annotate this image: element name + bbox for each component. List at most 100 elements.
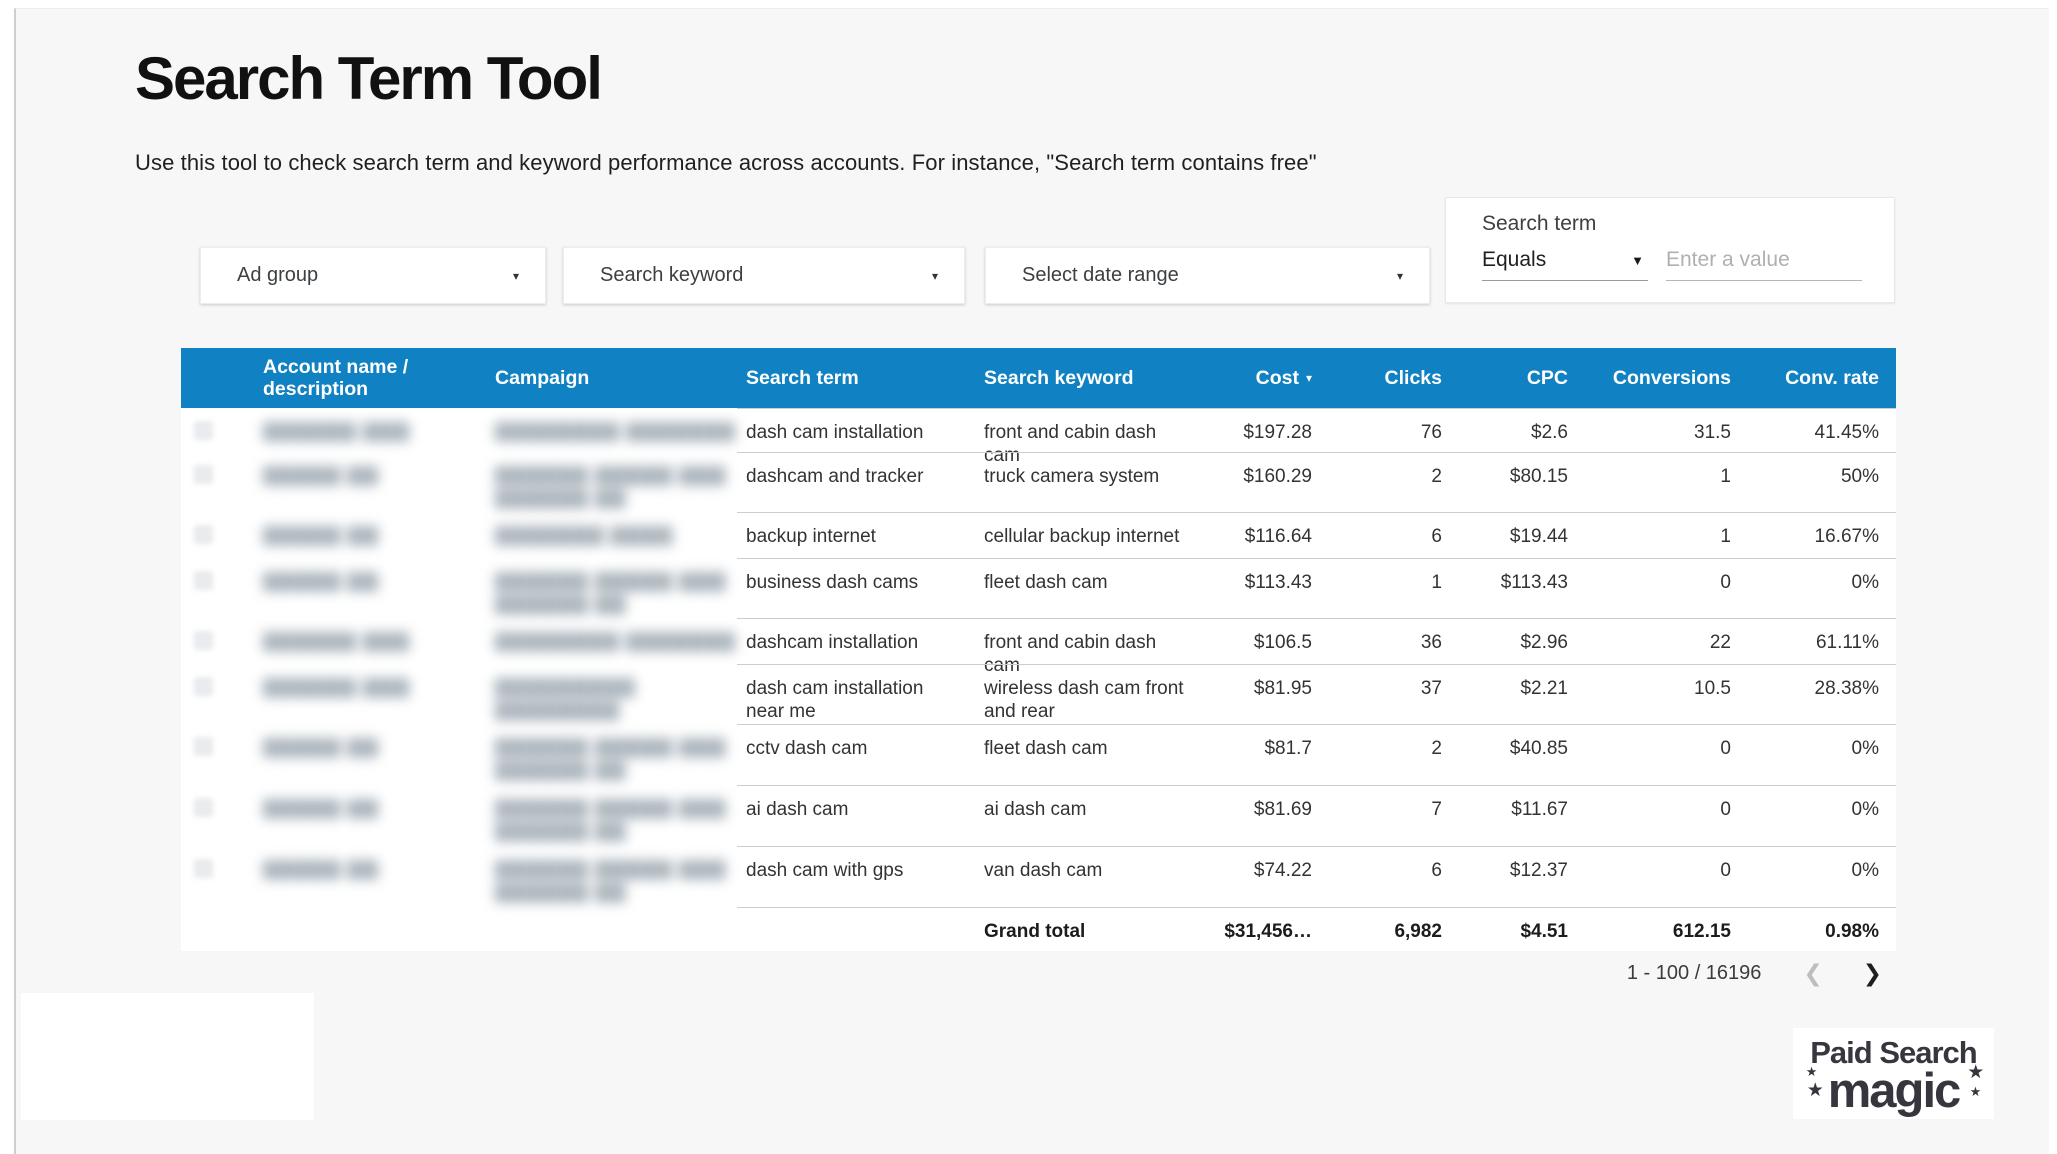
search-term-cell: cctv dash cam <box>737 724 975 785</box>
row-checkbox[interactable] <box>195 422 212 439</box>
next-page-icon[interactable]: ❯ <box>1862 959 1882 986</box>
account-name-redacted: ▇▇▇▇▇ ▇▇ <box>263 571 379 592</box>
column-header-conv-rate[interactable]: Conv. rate <box>1785 366 1879 389</box>
conv-rate-cell: 0% <box>1731 846 1896 907</box>
chevron-down-icon: ▼ <box>1631 252 1644 268</box>
conv-rate-cell: 0% <box>1731 724 1896 785</box>
account-name-redacted: ▇▇▇▇▇▇ ▇▇▇ <box>263 421 410 442</box>
column-header-account[interactable]: Account name / description <box>263 355 409 400</box>
clicks-cell: 1 <box>1312 558 1442 618</box>
search-keyword-cell: ai dash cam <box>975 785 1220 846</box>
table-row: ▇▇▇▇▇▇ ▇▇▇ ▇▇▇▇▇▇▇▇ ▇▇▇▇▇▇▇ dashcam inst… <box>181 618 1896 676</box>
conversions-cell: 0 <box>1568 785 1731 846</box>
previous-page-icon[interactable]: ❮ <box>1803 959 1823 986</box>
column-header-search-keyword[interactable]: Search keyword <box>984 366 1134 389</box>
cost-header-label: Cost <box>1255 366 1299 389</box>
star-icon: ★ <box>1806 1080 1824 1101</box>
row-checkbox[interactable] <box>195 526 212 543</box>
operator-select[interactable]: Equals ▼ <box>1482 248 1648 281</box>
cost-cell: $116.64 <box>1220 512 1312 558</box>
cpc-cell: $80.15 <box>1442 452 1568 512</box>
date-range-dropdown[interactable]: Select date range ▾ <box>985 247 1430 304</box>
table-row: ▇▇▇▇▇ ▇▇ ▇▇▇▇▇▇▇ ▇▇▇▇ backup internet ce… <box>181 512 1896 558</box>
table-row: ▇▇▇▇▇ ▇▇ ▇▇▇▇▇▇ ▇▇▇▇▇ ▇▇▇ ▇▇▇▇▇▇ ▇▇ cctv… <box>181 724 1896 785</box>
account-name-redacted: ▇▇▇▇▇▇ ▇▇▇ <box>263 677 410 698</box>
campaign-redacted: ▇▇▇▇▇▇ ▇▇▇▇▇ ▇▇▇ ▇▇▇▇▇▇ ▇▇ <box>495 571 727 616</box>
table-row: ▇▇▇▇▇▇ ▇▇▇ ▇▇▇▇▇▇▇▇▇ ▇▇▇▇▇▇▇▇ dash cam i… <box>181 664 1896 724</box>
conv-rate-cell: 16.67% <box>1731 512 1896 558</box>
search-keyword-cell: truck camera system <box>975 452 1220 512</box>
cost-cell: $160.29 <box>1220 452 1312 512</box>
search-term-value-input[interactable] <box>1666 248 1862 281</box>
row-checkbox[interactable] <box>195 678 212 695</box>
conversions-cell: 1 <box>1568 512 1731 558</box>
page-subtitle: Use this tool to check search term and k… <box>135 150 1317 175</box>
ad-group-dropdown-label: Ad group <box>237 264 319 286</box>
column-header-clicks[interactable]: Clicks <box>1384 366 1442 389</box>
clicks-cell: 76 <box>1312 408 1442 467</box>
cpc-cell: $12.37 <box>1442 846 1568 907</box>
ad-group-dropdown[interactable]: Ad group ▾ <box>200 247 546 304</box>
cpc-cell: $113.43 <box>1442 558 1568 618</box>
star-icon: ★ <box>1967 1062 1984 1083</box>
search-term-cell: dashcam installation <box>737 618 975 677</box>
operator-value: Equals <box>1482 248 1547 271</box>
account-name-redacted: ▇▇▇▇▇ ▇▇ <box>263 465 379 486</box>
row-checkbox[interactable] <box>195 860 212 877</box>
column-header-conversions[interactable]: Conversions <box>1612 366 1731 389</box>
campaign-redacted: ▇▇▇▇▇▇ ▇▇▇▇▇ ▇▇▇ ▇▇▇▇▇▇ ▇▇ <box>495 737 727 782</box>
chevron-down-icon: ▾ <box>1396 268 1403 283</box>
pagination-range: 1 - 100 / 16196 <box>1626 961 1762 984</box>
conversions-cell: 22 <box>1568 618 1731 677</box>
campaign-redacted: ▇▇▇▇▇▇ ▇▇▇▇▇ ▇▇▇ ▇▇▇▇▇▇ ▇▇ <box>495 465 727 510</box>
table-row: ▇▇▇▇▇ ▇▇ ▇▇▇▇▇▇ ▇▇▇▇▇ ▇▇▇ ▇▇▇▇▇▇ ▇▇ dash… <box>181 846 1896 907</box>
account-name-redacted: ▇▇▇▇▇ ▇▇ <box>263 525 379 546</box>
sort-desc-icon: ▾ <box>1305 371 1312 386</box>
row-checkbox[interactable] <box>195 572 212 589</box>
search-keyword-cell: fleet dash cam <box>975 558 1220 618</box>
clicks-cell: 6 <box>1312 846 1442 907</box>
row-checkbox[interactable] <box>195 632 212 649</box>
conv-rate-cell: 0% <box>1731 785 1896 846</box>
clicks-cell: 2 <box>1312 724 1442 785</box>
conv-rate-cell: 41.45% <box>1731 408 1896 467</box>
column-header-cpc[interactable]: CPC <box>1526 366 1568 389</box>
campaign-redacted: ▇▇▇▇▇▇▇▇ ▇▇▇▇▇▇▇ <box>495 631 736 652</box>
cpc-cell: $2.21 <box>1442 664 1568 724</box>
table-row: ▇▇▇▇▇ ▇▇ ▇▇▇▇▇▇ ▇▇▇▇▇ ▇▇▇ ▇▇▇▇▇▇ ▇▇ ai d… <box>181 785 1896 846</box>
row-checkbox[interactable] <box>195 738 212 755</box>
account-name-redacted: ▇▇▇▇▇ ▇▇ <box>263 737 379 758</box>
clicks-cell: 36 <box>1312 618 1442 677</box>
search-term-cell: dash cam installation <box>737 408 975 467</box>
clicks-cell: 2 <box>1312 452 1442 512</box>
campaign-redacted: ▇▇▇▇▇▇▇▇▇ ▇▇▇▇▇▇▇▇ <box>495 677 636 722</box>
search-keyword-cell: van dash cam <box>975 846 1220 907</box>
grand-total-conversions: 612.15 <box>1568 907 1731 951</box>
table-row: ▇▇▇▇▇ ▇▇ ▇▇▇▇▇▇ ▇▇▇▇▇ ▇▇▇ ▇▇▇▇▇▇ ▇▇ busi… <box>181 558 1896 618</box>
account-name-redacted: ▇▇▇▇▇ ▇▇ <box>263 859 379 880</box>
star-icon: ★ <box>1805 1064 1818 1079</box>
header-checkbox-spacer <box>181 348 243 408</box>
pagination: 1 - 100 / 16196 ❮ ❯ <box>181 955 1896 991</box>
search-keyword-dropdown[interactable]: Search keyword ▾ <box>563 247 965 304</box>
cost-cell: $81.95 <box>1220 664 1312 724</box>
chevron-down-icon: ▾ <box>931 268 938 283</box>
conversions-cell: 10.5 <box>1568 664 1731 724</box>
cost-cell: $81.7 <box>1220 724 1312 785</box>
column-header-campaign[interactable]: Campaign <box>495 366 590 389</box>
table-row: ▇▇▇▇▇ ▇▇ ▇▇▇▇▇▇ ▇▇▇▇▇ ▇▇▇ ▇▇▇▇▇▇ ▇▇ dash… <box>181 452 1896 512</box>
clicks-cell: 7 <box>1312 785 1442 846</box>
grand-total-clicks: 6,982 <box>1312 907 1442 951</box>
conv-rate-cell: 0% <box>1731 558 1896 618</box>
date-range-dropdown-label: Select date range <box>1022 264 1179 286</box>
cpc-cell: $19.44 <box>1442 512 1568 558</box>
column-header-search-term[interactable]: Search term <box>746 366 859 389</box>
row-checkbox[interactable] <box>195 466 212 483</box>
column-header-cost-sorted[interactable]: Cost ▾ <box>1220 348 1312 408</box>
cpc-cell: $40.85 <box>1442 724 1568 785</box>
row-checkbox[interactable] <box>195 799 212 816</box>
logo-line1: Paid Search <box>1810 1035 1977 1070</box>
page-title: Search Term Tool <box>135 45 603 112</box>
search-keyword-cell: cellular backup internet <box>975 512 1220 558</box>
search-term-cell: ai dash cam <box>737 785 975 846</box>
